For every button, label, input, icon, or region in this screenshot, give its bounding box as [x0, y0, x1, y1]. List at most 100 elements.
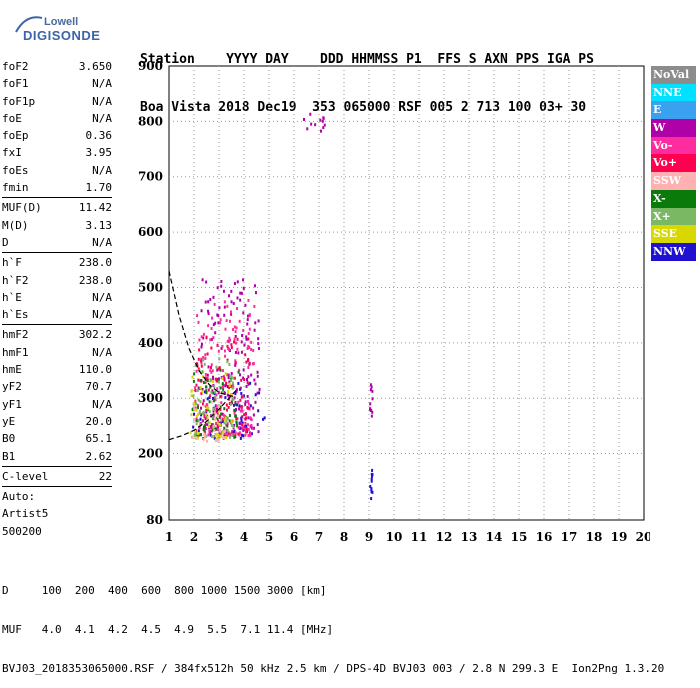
data-point [215, 379, 218, 383]
data-point [215, 365, 218, 369]
data-point [309, 112, 312, 116]
data-point [227, 376, 230, 380]
param-label: h`F [2, 256, 22, 270]
data-point [248, 361, 251, 365]
data-point [236, 307, 239, 311]
data-point [370, 487, 373, 491]
footer-distance-line: D 100 200 400 600 800 1000 1500 3000 [km… [2, 584, 327, 597]
data-point [236, 296, 239, 300]
data-point [226, 422, 229, 426]
data-point [223, 430, 226, 434]
data-point [217, 409, 220, 413]
data-point [192, 425, 195, 429]
param-row: h`Es N/A [2, 306, 112, 323]
parameter-list: foF2 3.650 foF1 N/A foF1p N/A foE N/A foEp 0.36 fx… [2, 58, 112, 540]
data-point [242, 428, 245, 432]
data-point [217, 380, 220, 384]
data-point [224, 416, 227, 420]
param-label: foEp [2, 129, 29, 143]
data-point [217, 377, 220, 381]
data-point [207, 433, 210, 437]
data-point [193, 407, 196, 411]
data-point [209, 385, 212, 389]
data-point [369, 383, 372, 387]
param-value: 302.2 [78, 328, 112, 342]
legend-item: W [651, 119, 696, 137]
data-point [225, 419, 228, 423]
data-point [219, 321, 222, 325]
data-point [193, 434, 196, 438]
data-point [247, 332, 250, 336]
param-value: N/A [92, 345, 112, 359]
data-point [200, 379, 203, 383]
data-point [246, 394, 249, 398]
param-row: yF1 N/A [2, 396, 112, 413]
data-point [247, 337, 250, 341]
data-point [228, 294, 231, 298]
data-point [237, 425, 240, 429]
legend-item: NoVal [651, 66, 696, 84]
data-point [235, 403, 238, 407]
data-point [192, 394, 195, 398]
data-point [189, 431, 192, 435]
param-value: 238.0 [78, 256, 112, 270]
data-point [196, 403, 199, 407]
data-point [220, 401, 223, 405]
param-row: hmF2 302.2 [2, 326, 112, 343]
data-point [249, 416, 252, 420]
data-point [244, 353, 247, 357]
data-point [197, 378, 200, 382]
data-point [228, 419, 231, 423]
data-point [233, 411, 236, 415]
data-point [194, 399, 197, 403]
data-point [202, 336, 205, 340]
swoosh-icon [15, 16, 43, 33]
data-point [197, 398, 200, 402]
data-point [225, 430, 228, 434]
data-point [227, 389, 230, 393]
data-point [246, 314, 249, 318]
x-tick-label: 5 [265, 530, 273, 544]
data-point [222, 413, 225, 417]
data-point [230, 420, 233, 424]
data-point [212, 426, 215, 430]
data-point [230, 300, 233, 304]
data-point [223, 421, 226, 425]
data-point [195, 422, 198, 426]
y-tick-label: 80 [146, 513, 163, 527]
digisonde-logo: Lowell DIGISONDE [8, 6, 100, 46]
data-point [370, 385, 373, 389]
data-point [199, 411, 202, 415]
data-point [204, 300, 207, 304]
data-point [219, 407, 222, 411]
data-point [234, 402, 237, 406]
param-value: N/A [92, 94, 112, 108]
data-point [240, 391, 243, 395]
x-tick-label: 9 [365, 530, 373, 544]
param-row: M(D) 3.13 [2, 217, 112, 234]
data-point [245, 360, 248, 364]
data-point [240, 405, 243, 409]
data-point [227, 431, 230, 435]
data-point [232, 425, 235, 429]
data-point [212, 336, 215, 340]
data-point [247, 400, 250, 404]
data-point [370, 497, 373, 501]
data-point [213, 385, 216, 389]
data-point [256, 374, 259, 378]
data-point [203, 432, 206, 436]
data-point [262, 417, 265, 421]
data-point [232, 430, 235, 434]
data-point [369, 388, 372, 392]
data-point [243, 378, 246, 382]
data-point [222, 369, 225, 373]
data-point [239, 386, 242, 390]
data-point [246, 347, 249, 351]
data-point [223, 426, 226, 430]
param-label: D [2, 235, 9, 249]
data-point [197, 412, 200, 416]
data-point [246, 378, 249, 382]
data-point [210, 426, 213, 430]
data-point [211, 316, 214, 320]
data-point [195, 383, 198, 387]
